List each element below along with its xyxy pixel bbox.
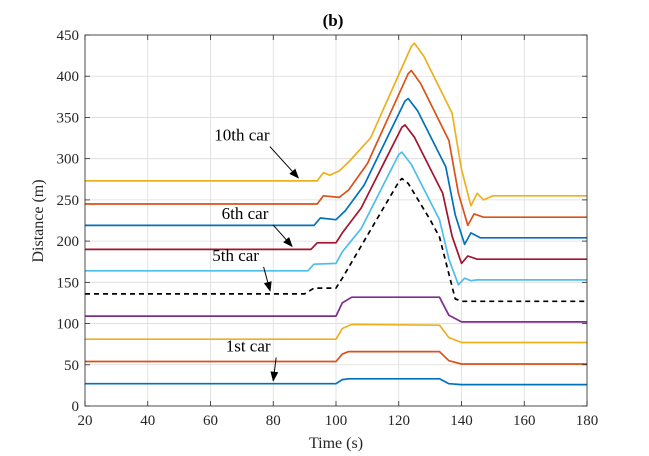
y-tick-label: 300 <box>57 152 80 168</box>
series-line-7th-car <box>85 97 587 246</box>
x-tick-label: 20 <box>78 413 93 429</box>
y-tick-label: 50 <box>64 358 79 374</box>
annotation-arrow-1st-car <box>270 357 279 382</box>
grid <box>84 34 588 407</box>
y-tick-label: 200 <box>57 234 80 250</box>
y-tick-label: 250 <box>57 193 80 209</box>
annotation-label-5th-car: 5th car <box>212 246 259 265</box>
series-line-10th-car <box>85 42 587 207</box>
y-tick-label: 450 <box>57 28 80 44</box>
x-tick-label: 60 <box>203 413 218 429</box>
chart-title: (b) <box>323 11 344 30</box>
y-tick-label: 100 <box>57 317 80 333</box>
y-tick-label: 400 <box>57 69 80 85</box>
series-line-6th-car <box>85 124 587 265</box>
series-line-2nd-car <box>85 350 587 365</box>
series-line-3rd-car <box>85 323 587 344</box>
x-tick-label: 180 <box>576 413 599 429</box>
annotation-arrow-10th-car <box>269 146 300 179</box>
x-tick-label: 40 <box>140 413 155 429</box>
y-tick-label: 150 <box>57 275 80 291</box>
y-tick-label: 0 <box>72 399 80 415</box>
annotation-arrow-6th-car <box>272 224 293 248</box>
series-line-8th-car <box>85 69 587 227</box>
series-group <box>85 42 587 386</box>
y-axis-label: Distance (m) <box>30 179 47 262</box>
series-line-4th-car <box>85 296 587 323</box>
series-line-leader <box>85 177 587 303</box>
annotation-label-6th-car: 6th car <box>222 204 269 223</box>
x-tick-label: 100 <box>325 413 348 429</box>
series-line-5th-car <box>85 151 587 286</box>
annotation-arrow-5th-car <box>263 266 272 292</box>
x-tick-label: 160 <box>513 413 536 429</box>
axis-ticks: 20 40 60 80 100 120 140 160 180 0 50 100 150 200 250 30… <box>57 28 599 429</box>
x-tick-label: 80 <box>266 413 281 429</box>
annotation-group: 10th car 6th car 5th car 1st car <box>212 126 300 382</box>
annotation-label-1st-car: 1st car <box>226 337 271 356</box>
x-tick-label: 140 <box>450 413 473 429</box>
x-tick-label: 120 <box>388 413 411 429</box>
series-line-1st-car <box>85 377 587 386</box>
annotation-label-10th-car: 10th car <box>214 126 270 145</box>
x-axis-label: Time (s) <box>309 435 363 452</box>
y-tick-label: 350 <box>57 110 80 126</box>
